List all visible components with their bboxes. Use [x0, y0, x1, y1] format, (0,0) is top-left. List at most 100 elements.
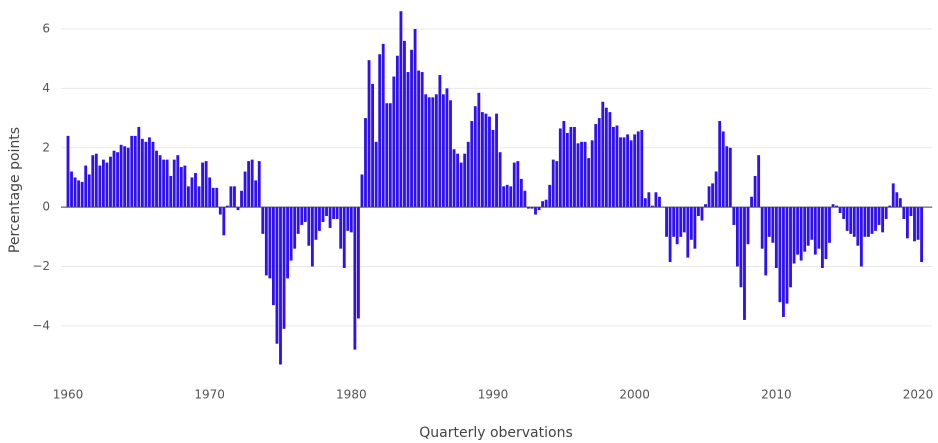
bar [84, 165, 88, 208]
bar [371, 83, 375, 208]
bar [218, 207, 222, 215]
bar [289, 207, 293, 261]
bar [551, 159, 555, 208]
bar [123, 146, 127, 208]
bar [619, 137, 622, 208]
bar [190, 177, 194, 208]
bar [109, 156, 112, 208]
bar [647, 192, 651, 208]
x-axis-title: Quarterly obervations [419, 425, 573, 441]
bar [913, 207, 916, 242]
bar [162, 159, 166, 208]
bar [859, 207, 863, 267]
bar [126, 147, 130, 208]
bar [80, 181, 84, 208]
bar [534, 207, 537, 215]
bar [116, 152, 119, 208]
bar [842, 207, 846, 220]
bar [757, 155, 761, 208]
bar [148, 137, 151, 208]
bar [523, 190, 527, 208]
bar [240, 190, 243, 208]
bar [318, 207, 321, 231]
bar [849, 207, 853, 234]
bar [179, 167, 183, 208]
bar [573, 126, 576, 208]
bar [813, 207, 817, 255]
bar [98, 165, 102, 208]
bar [583, 141, 587, 208]
bar [346, 207, 350, 231]
bar [194, 172, 197, 208]
bar [746, 207, 750, 245]
bar [576, 143, 580, 208]
x-tick-label: 1980 [336, 388, 367, 402]
bar [438, 75, 442, 208]
bar [856, 207, 860, 246]
bar [225, 205, 229, 208]
bar [810, 207, 814, 240]
bar [183, 165, 187, 208]
bar [257, 161, 261, 208]
bar [835, 205, 838, 208]
bar [888, 205, 892, 208]
bar [424, 94, 428, 208]
bar [144, 141, 148, 208]
bar [275, 207, 279, 344]
bar [580, 141, 583, 208]
bar [385, 103, 389, 208]
bar [721, 131, 725, 208]
bar [512, 162, 516, 208]
bar [516, 161, 520, 208]
bar [406, 72, 410, 208]
bar [863, 207, 867, 237]
bar [261, 207, 265, 234]
bar [247, 161, 251, 208]
bar [243, 171, 247, 208]
bar [750, 196, 753, 208]
bar [799, 207, 803, 261]
bar [357, 207, 360, 319]
bar [378, 54, 382, 208]
bar [321, 207, 325, 222]
bar [498, 152, 502, 208]
bar [325, 207, 328, 217]
bar [431, 97, 435, 208]
bar [197, 186, 201, 208]
bar [413, 29, 417, 208]
bar [211, 187, 215, 208]
bar [643, 198, 647, 208]
bar [601, 101, 605, 208]
bar [682, 207, 686, 233]
bar [502, 186, 506, 208]
bar [353, 207, 357, 350]
bar [236, 207, 240, 211]
bar [77, 180, 81, 208]
bar [140, 138, 144, 208]
bar [895, 192, 899, 208]
bar [271, 207, 275, 306]
bar [427, 97, 431, 208]
bar [679, 207, 683, 237]
bar [711, 183, 715, 208]
x-tick-label: 2000 [619, 388, 650, 402]
bar [774, 207, 778, 268]
bar [509, 186, 513, 208]
bar [672, 207, 676, 237]
bar [909, 207, 913, 217]
bar [342, 207, 346, 268]
bar [604, 107, 608, 208]
bar [112, 150, 116, 208]
bar [870, 207, 874, 234]
y-tick-label: 2 [42, 140, 50, 154]
bar [399, 11, 403, 208]
y-tick-label: 6 [42, 22, 50, 36]
bar [91, 155, 95, 208]
bar [133, 135, 137, 208]
bar [264, 207, 268, 276]
bar [806, 207, 810, 246]
bar [881, 207, 885, 233]
bar [877, 207, 881, 225]
bar [364, 118, 367, 208]
